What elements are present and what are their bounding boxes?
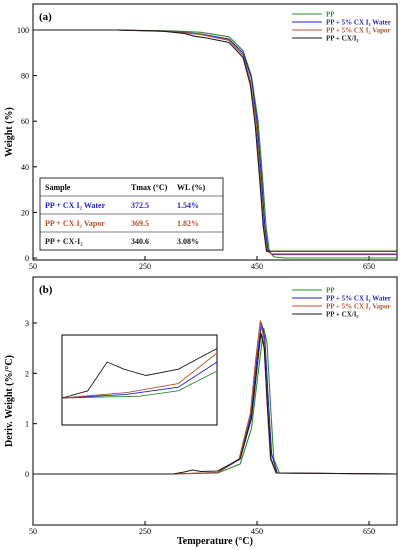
y-tick-label: 60 [21,117,29,126]
y-tick-label: 100 [17,26,29,35]
table-cell-wl: 1.54% [177,201,199,210]
table-cell-sample: PP + CX I₂ Water [45,201,106,210]
series-line [33,320,398,475]
legend-entry: PP + CX/I₂ [326,311,359,319]
inset-frame [61,334,218,426]
inset-series-line [61,352,218,399]
table-header: WL (%) [177,183,206,192]
legend-entry: PP + CX/I₂ [326,35,359,43]
x-tick-label: 450 [251,527,263,536]
series-line [33,29,397,252]
inset-series-line [61,348,218,399]
inset-series-line [61,361,218,399]
series-line [33,29,397,259]
table-cell-sample: PP + CX I₂ Vapor [45,219,105,228]
x-axis-label-b: Temperature (°C) [177,536,253,547]
legend-entry: PP + 5% CX I₂ Water [326,295,391,303]
ticks-a: 50 250 450 650 0 20 40 60 80 100 [17,26,375,271]
inset-series-line [61,370,218,399]
x-tick-label: 450 [251,262,263,271]
summary-table: Sample Tmax (°C) WL (%) PP + CX I₂ Water 372… [39,177,224,251]
y-axis-label-a: Weight (%) [4,107,15,157]
table-cell-wl: 1.82% [177,219,199,228]
ticks-b: 50 250 450 650 0 1 2 3 [25,319,375,536]
x-tick-label: 50 [29,527,37,536]
panel-b: (b) Deriv. Weight (%/°C) Temperature (°C… [4,276,398,547]
table-cell-sample: PP + CX-I₂ [45,237,83,246]
legend-entry: PP [326,11,335,19]
y-tick-label: 1 [25,420,29,429]
y-tick-label: 2 [25,369,29,378]
y-tick-label: 0 [25,254,29,263]
series-lines-b [33,320,398,475]
x-tick-label: 650 [363,527,375,536]
legend-entry: PP + 5% CX I₂ Vapor [326,303,391,311]
inset-zoom [61,334,218,426]
legend-entry: PP [326,287,335,295]
y-tick-label: 40 [21,163,29,172]
y-tick-label: 0 [25,470,29,479]
y-axis-label-b: Deriv. Weight (%/°C) [4,355,15,447]
panel-label-b: (b) [39,284,53,296]
y-tick-label: 3 [25,319,29,328]
x-tick-label: 50 [29,262,37,271]
table-cell-wl: 3.08% [177,237,199,246]
plot-frame-a [32,3,398,261]
plot-frame-b [32,276,398,526]
series-line [33,332,398,475]
table-header: Tmax (°C) [131,183,168,192]
x-tick-label: 650 [363,262,375,271]
table-header: Sample [45,183,71,192]
y-tick-label: 80 [21,72,29,81]
legend-entry: PP + 5% CX I₂ Water [326,19,391,27]
x-tick-label: 250 [139,262,151,271]
table-cell-tmax: 340.6 [131,237,149,246]
panel-a: (a) Weight (%) 50 250 450 650 0 20 40 60 80 100 P… [4,3,398,271]
series-lines-a [33,29,397,259]
panel-label-a: (a) [39,11,52,23]
x-tick-label: 250 [139,527,151,536]
table-cell-tmax: 369.5 [131,219,149,228]
legend-entry: PP + 5% CX I₂ Vapor [326,27,391,35]
table-cell-tmax: 372.5 [131,201,149,210]
y-tick-label: 20 [21,208,29,217]
